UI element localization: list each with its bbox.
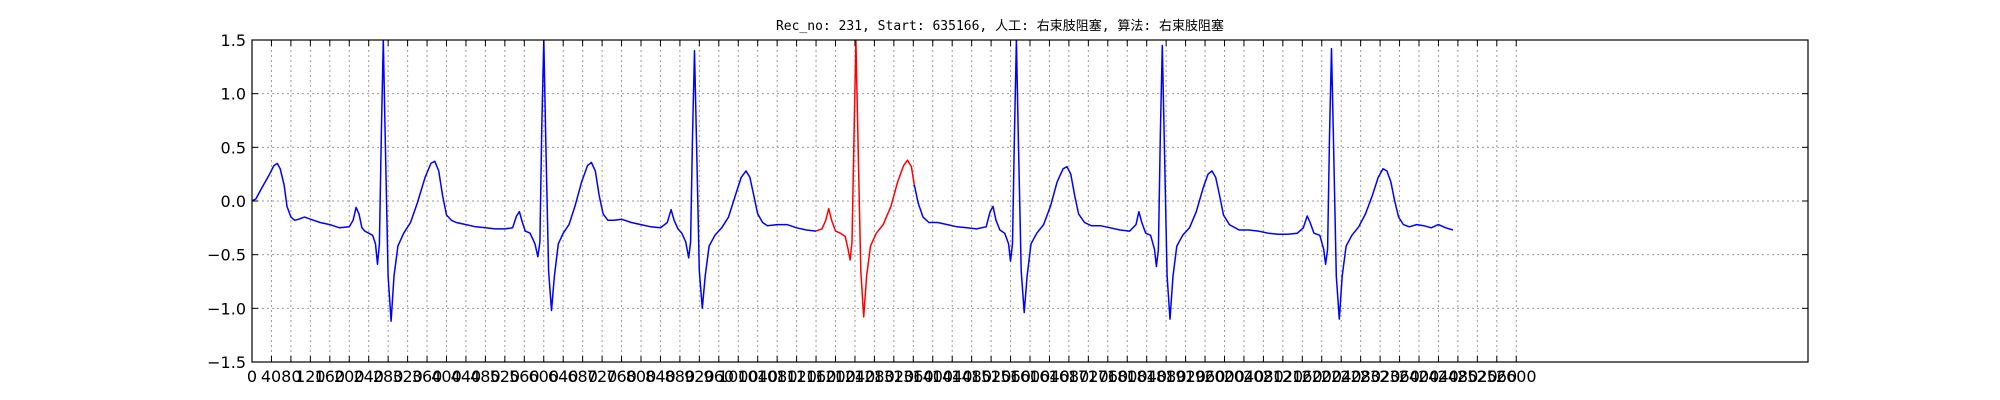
x-tick-label: 2080 — [1243, 367, 1284, 386]
x-tick-label: 2000 — [1204, 367, 1245, 386]
x-tick-label: 1640 — [1029, 367, 1070, 386]
x-tick-label: 2520 — [1457, 367, 1498, 386]
x-tick-label: 2560 — [1476, 367, 1517, 386]
x-tick-label: 520 — [490, 367, 521, 386]
y-tick-label: 0.5 — [221, 138, 246, 157]
x-tick-label: 2280 — [1340, 367, 1381, 386]
x-tick-label: 880 — [665, 367, 696, 386]
y-tick-label: −1.5 — [207, 353, 246, 372]
x-tick-label: 1440 — [932, 367, 973, 386]
x-tick-label: 1400 — [912, 367, 953, 386]
chart-title: Rec_no: 231, Start: 635166, 人工: 右束肢阻塞, 算… — [776, 18, 1224, 34]
x-tick-label: 960 — [704, 367, 735, 386]
ecg-series-2 — [913, 40, 1454, 320]
x-tick-label: 640 — [548, 367, 579, 386]
x-tick-label: 2040 — [1224, 367, 1265, 386]
x-tick-label: 1760 — [1087, 367, 1128, 386]
grid-layer — [252, 40, 1808, 362]
x-tick-label: 1560 — [990, 367, 1031, 386]
x-tick-label: 2320 — [1360, 367, 1401, 386]
x-tick-label: 480 — [470, 367, 501, 386]
y-axis: 1.5 1.0 0.5 0.0 −0.5 −1.0 −1.5 — [207, 31, 1808, 372]
y-tick-label: −1.0 — [207, 299, 246, 318]
x-tick-label: 760 — [606, 367, 637, 386]
x-tick-label: 1880 — [1146, 367, 1187, 386]
x-tick-label: 440 — [451, 367, 482, 386]
x-tick-label: 2480 — [1438, 367, 1479, 386]
x-tick-label: 1240 — [835, 367, 876, 386]
x-tick-label: 920 — [684, 367, 715, 386]
x-tick-label: 2440 — [1418, 367, 1459, 386]
x-tick-label: 1960 — [1185, 367, 1226, 386]
x-tick-label: 2600 — [1496, 367, 1537, 386]
x-tick-label: 1920 — [1165, 367, 1206, 386]
x-tick-label: 2360 — [1379, 367, 1420, 386]
x-tick-label: 1720 — [1068, 367, 1109, 386]
x-tick-label: 120 — [295, 367, 326, 386]
x-tick-label: 1080 — [757, 367, 798, 386]
y-tick-label: −0.5 — [207, 246, 246, 265]
x-tick-label: 1360 — [893, 367, 934, 386]
x-tick-label: 160 — [315, 367, 346, 386]
x-tick-label: 680 — [567, 367, 598, 386]
x-tick-label: 720 — [587, 367, 618, 386]
trace-layer — [252, 40, 1454, 322]
x-tick-label: 4080 — [261, 367, 302, 386]
x-tick-label: 2240 — [1321, 367, 1362, 386]
x-axis: 0 408012016020024028032036040044048052056… — [247, 40, 1537, 386]
x-tick-label: 1840 — [1126, 367, 1167, 386]
x-tick-label: 400 — [431, 367, 462, 386]
y-tick-label: 1.5 — [221, 31, 246, 50]
x-tick-label: 600 — [528, 367, 559, 386]
ecg-series-1 — [815, 40, 916, 318]
x-tick-label: 1480 — [951, 367, 992, 386]
x-tick-label: 1160 — [796, 367, 837, 386]
x-tick-label: 1320 — [873, 367, 914, 386]
x-tick-label: 1600 — [1010, 367, 1051, 386]
x-tick-label: 1520 — [971, 367, 1012, 386]
y-tick-label: 1.0 — [221, 85, 246, 104]
x-tick-label: 1680 — [1049, 367, 1090, 386]
x-tick-label: 0 — [247, 367, 257, 386]
x-tick-label: 2160 — [1282, 367, 1323, 386]
x-tick-label: 2200 — [1301, 367, 1342, 386]
x-tick-label: 800 — [626, 367, 657, 386]
x-tick-label: 240 — [353, 367, 384, 386]
x-tick-label: 840 — [645, 367, 676, 386]
x-tick-label: 1800 — [1107, 367, 1148, 386]
ecg-series-0 — [252, 40, 817, 322]
x-tick-label: 1200 — [815, 367, 856, 386]
x-tick-label: 1000 — [718, 367, 759, 386]
x-tick-label: 2120 — [1262, 367, 1303, 386]
y-tick-label: 0.0 — [221, 192, 246, 211]
x-tick-label: 2400 — [1399, 367, 1440, 386]
x-tick-label: 560 — [509, 367, 540, 386]
x-tick-label: 320 — [392, 367, 423, 386]
x-tick-label: 1120 — [776, 367, 817, 386]
x-tick-label: 360 — [412, 367, 443, 386]
x-tick-label: 1040 — [737, 367, 778, 386]
x-tick-label: 1280 — [854, 367, 895, 386]
x-tick-label: 280 — [373, 367, 404, 386]
x-tick-label: 200 — [334, 367, 365, 386]
